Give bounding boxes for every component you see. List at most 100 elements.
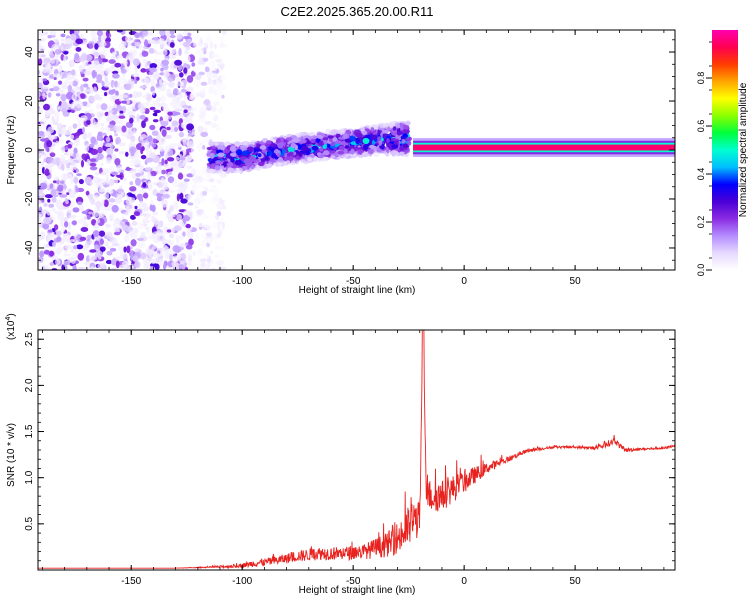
spectrogram-cell [370,127,375,132]
spectrogram-cell [80,53,87,61]
spectrogram-cell [206,242,211,248]
spectrogram-cell [65,77,69,85]
spectrogram-cell [141,146,145,152]
spectrogram-cell [197,222,204,228]
spectrogram-cell [74,52,80,60]
spectrogram-cell [100,171,107,176]
spectrogram-cell [183,79,187,86]
spectrogram-cell [97,67,102,75]
spectrogram-cell [212,100,217,108]
spectrogram-cell [153,252,160,259]
spectrogram-cell [192,250,196,257]
spectrogram-cell [192,106,197,113]
spectrogram-cell [98,56,103,65]
spectrogram-cell [212,88,219,96]
snr-multiplier-label: (x104) [5,313,17,340]
spectrogram-cell [300,139,307,144]
spectrogram-cell [376,148,382,153]
spectrogram-axes: -150 -100 -50 0 50 -40 -20 0 20 40 [24,30,675,287]
spectrogram-cell [395,122,401,129]
spectrogram-cell [144,226,150,231]
spectrogram-cell [106,250,113,256]
spectrogram-cell [148,251,153,258]
spectrogram-cell [145,99,150,106]
spectrogram-cell [202,145,206,150]
spectrogram-cell [153,58,158,64]
spectrogram-cell [140,68,147,73]
spectrogram-cell [75,101,84,109]
spectrogram-cell [154,263,160,270]
spectrogram-cell [211,184,218,190]
spectrogram-cell [42,117,49,121]
colorbar-tick-label: 0.8 [696,72,706,85]
spectrogram-cell [152,112,158,117]
spectrogram-x-tick-label: 0 [461,276,467,287]
spectrogram-cell [50,135,58,140]
spectrogram-cell [385,147,390,154]
spectrogram-cell [130,214,136,220]
spectrogram-cell [215,246,220,250]
spectrogram-cell [89,166,98,171]
spectrogram-cell [38,173,44,179]
spectrogram-cell [129,181,134,186]
spectrogram-cell [90,148,99,155]
spectrogram-cell [185,223,191,229]
spectrogram-cell [215,213,220,221]
spectrogram-cell [92,37,97,41]
spectrogram-cell [174,245,181,254]
spectrogram-cell [266,140,272,145]
spectrogram-cell [84,144,90,153]
spectrogram-cell [63,38,71,45]
spectrogram-cell [63,185,68,189]
spectrogram-cell [205,232,212,237]
spectrogram-cell [143,77,147,82]
spectrogram-cell [54,111,60,119]
spectrogram-cell [242,150,249,156]
spectrogram-cell [38,213,42,218]
spectrogram-cell [159,30,166,37]
spectrogram-cell [145,157,154,163]
figure-title: C2E2.2025.365.20.00.R11 [281,4,434,19]
spectrogram-cell [191,128,198,136]
spectrogram-cell [58,80,63,85]
spectrogram-cell [111,171,119,176]
spectrogram-cell [78,218,86,224]
spectrogram-cell [141,50,149,57]
spectrogram-cell [94,200,102,208]
spectrogram-cell [92,176,101,184]
spectrogram-cell [159,258,164,267]
spectrogram-cell [204,237,210,242]
spectrogram-cell [283,157,288,162]
spectrogram-cell [44,194,53,199]
spectrogram-cell [72,152,77,159]
spectrogram-cell [128,52,133,57]
spectrogram-cell [59,139,64,145]
snr-y-tick-label: 1.0 [24,470,35,484]
spectrogram-cell [148,175,156,179]
spectrogram-cell [115,174,123,178]
spectrogram-cell [166,126,171,131]
spectrogram-cell [151,130,159,136]
spectrogram-cell [70,69,76,76]
spectrogram-cell [113,217,121,226]
spectrogram-cell [130,197,136,203]
spectrogram-cell [348,145,355,150]
spectrogram-cell [207,37,212,44]
spectrogram-cell [330,155,336,159]
spectrogram-cell [84,88,92,93]
spectrogram-cell [63,130,72,136]
spectrogram-cell [279,152,285,157]
spectrogram-cell [77,121,81,129]
spectrogram-cell [199,176,204,183]
spectrogram-cell [76,173,82,177]
spectrogram-cell [50,188,57,197]
spectrogram-cell [38,200,43,205]
spectrogram-cell [319,147,324,152]
spectrogram-cell [125,151,129,157]
spectrogram-cell [77,201,83,206]
spectrogram-cell [73,165,77,170]
spectrogram-cell [218,216,224,221]
spectrogram-cell [38,152,44,160]
spectrogram-cell [178,234,185,241]
spectrogram-cell [104,76,109,82]
